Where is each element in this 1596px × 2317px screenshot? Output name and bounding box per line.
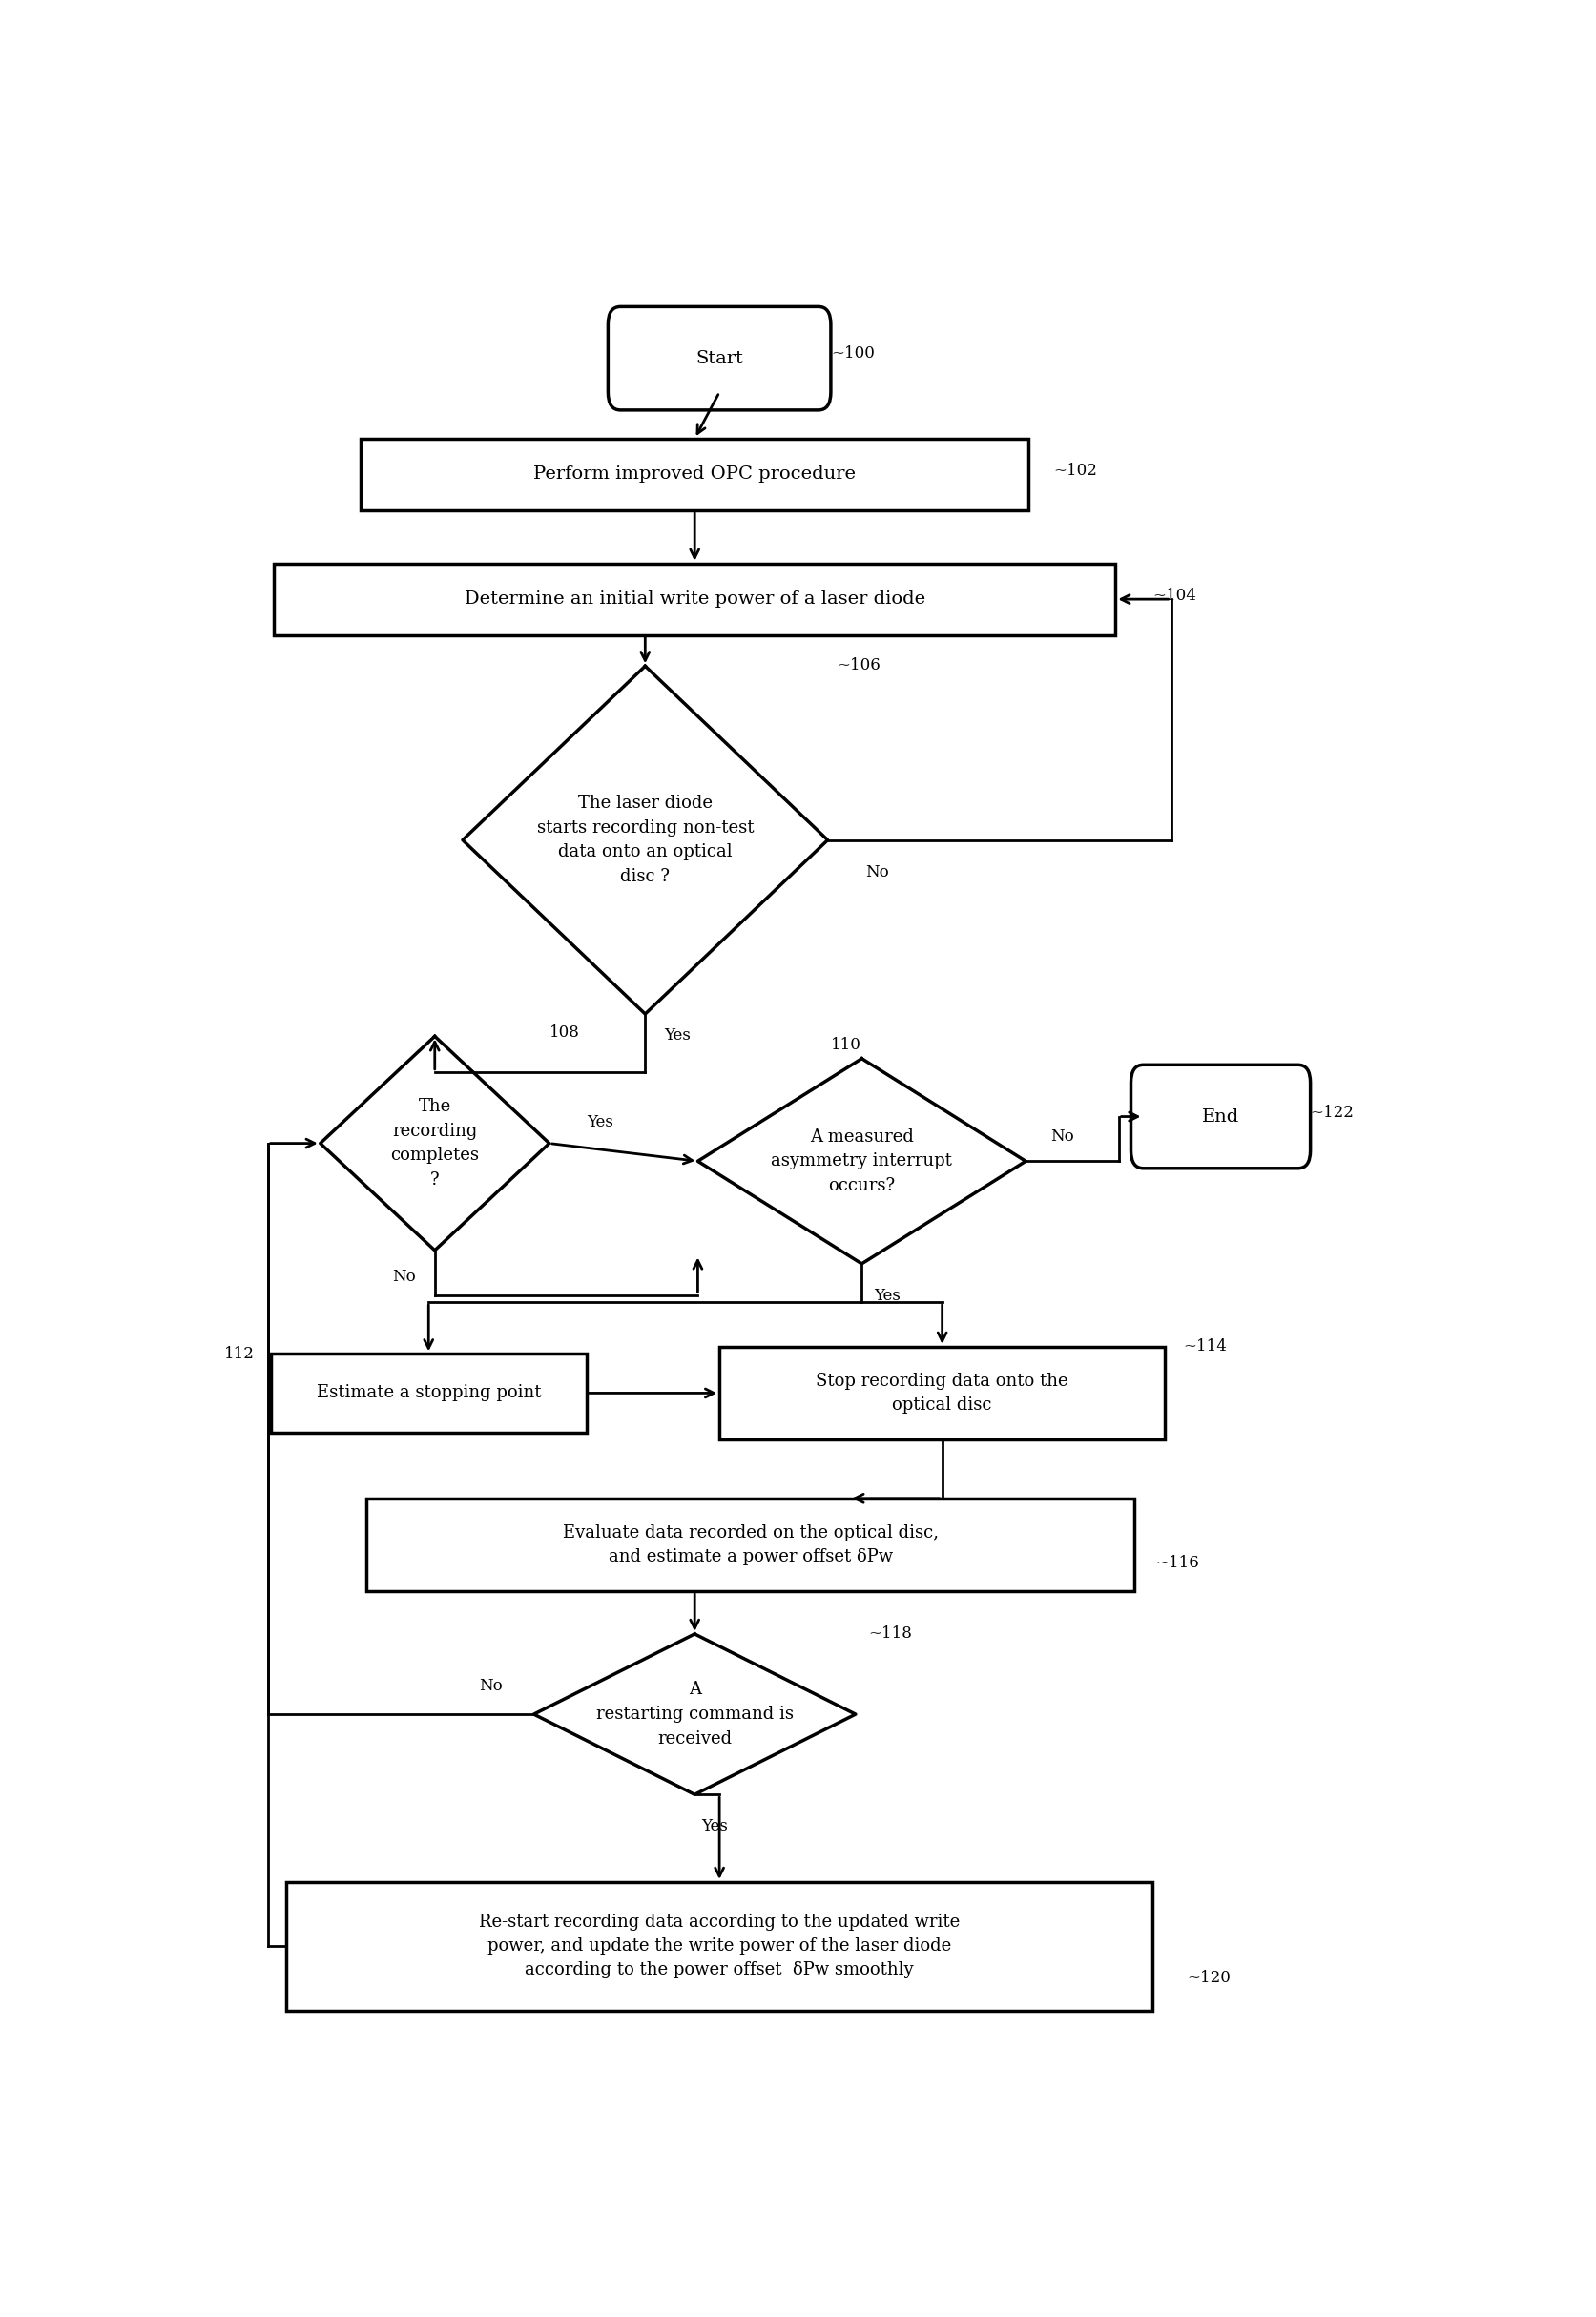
Text: Yes: Yes — [873, 1288, 900, 1304]
Text: ~116: ~116 — [1154, 1555, 1199, 1571]
Text: ~102: ~102 — [1053, 463, 1096, 480]
Text: Yes: Yes — [586, 1114, 613, 1131]
Bar — [361, 438, 1028, 510]
Text: Evaluate data recorded on the optical disc,
and estimate a power offset δPw: Evaluate data recorded on the optical di… — [562, 1525, 938, 1566]
Text: 112: 112 — [223, 1346, 255, 1362]
Bar — [286, 1881, 1152, 2011]
Polygon shape — [533, 1633, 855, 1796]
Text: No: No — [1050, 1128, 1074, 1145]
Text: A
restarting command is
received: A restarting command is received — [595, 1682, 793, 1747]
Text: 110: 110 — [830, 1038, 860, 1054]
Text: No: No — [393, 1270, 417, 1286]
Text: Determine an initial write power of a laser diode: Determine an initial write power of a la… — [464, 591, 924, 607]
Text: A measured
asymmetry interrupt
occurs?: A measured asymmetry interrupt occurs? — [771, 1128, 951, 1193]
Text: The
recording
completes
?: The recording completes ? — [389, 1098, 479, 1189]
Text: ~122: ~122 — [1309, 1105, 1353, 1121]
Polygon shape — [463, 665, 827, 1015]
FancyBboxPatch shape — [608, 306, 830, 410]
Text: Stop recording data onto the
optical disc: Stop recording data onto the optical dis… — [816, 1372, 1068, 1413]
Text: Perform improved OPC procedure: Perform improved OPC procedure — [533, 466, 855, 482]
Text: ~106: ~106 — [836, 658, 879, 674]
Polygon shape — [697, 1059, 1025, 1263]
Text: End: End — [1202, 1108, 1238, 1126]
Text: Yes: Yes — [701, 1819, 728, 1835]
FancyBboxPatch shape — [1130, 1066, 1310, 1168]
Bar — [367, 1499, 1133, 1592]
Polygon shape — [321, 1036, 549, 1251]
Text: 108: 108 — [549, 1024, 579, 1040]
Text: No: No — [479, 1678, 503, 1694]
Text: ~104: ~104 — [1152, 589, 1195, 605]
Text: ~120: ~120 — [1186, 1969, 1231, 1986]
Text: No: No — [865, 864, 889, 880]
Text: The laser diode
starts recording non-test
data onto an optical
disc ?: The laser diode starts recording non-tes… — [536, 795, 753, 885]
Text: ~114: ~114 — [1183, 1339, 1227, 1355]
Text: Re-start recording data according to the updated write
power, and update the wri: Re-start recording data according to the… — [479, 1914, 959, 1979]
Text: Estimate a stopping point: Estimate a stopping point — [316, 1386, 541, 1402]
Text: Yes: Yes — [664, 1026, 689, 1043]
Bar — [271, 1353, 586, 1432]
Text: ~118: ~118 — [868, 1627, 911, 1643]
Bar — [275, 563, 1114, 635]
Bar — [718, 1346, 1165, 1439]
Text: ~100: ~100 — [830, 345, 875, 361]
Text: Start: Start — [696, 350, 742, 366]
